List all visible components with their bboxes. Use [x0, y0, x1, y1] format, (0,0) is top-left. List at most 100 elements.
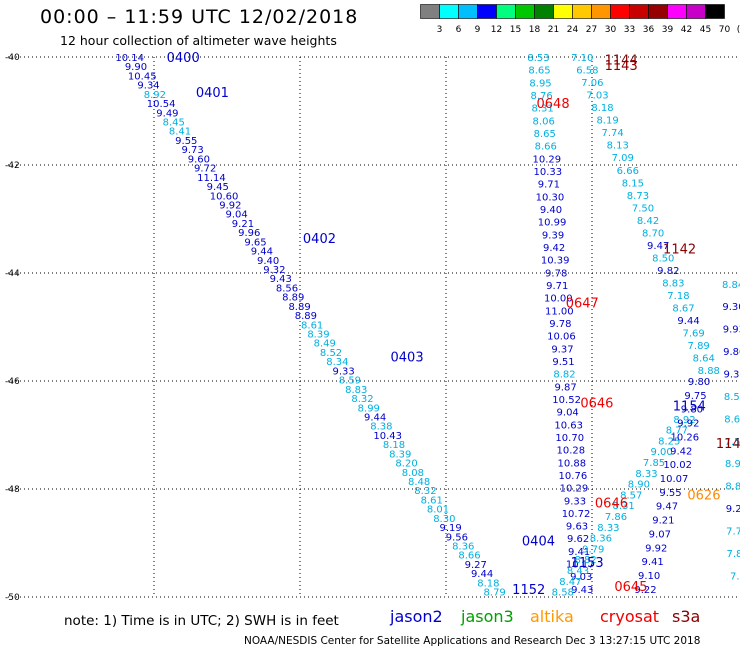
wave-height-value: 8.99	[358, 403, 380, 414]
wave-height-value: 9.87	[554, 382, 576, 393]
wave-height-value: 9.44	[471, 569, 493, 580]
wave-height-value: 10.28	[556, 446, 585, 457]
wave-height-value: 7.6	[730, 571, 740, 582]
wave-height-value: 8.39	[389, 449, 411, 460]
wave-height-value: 9.32	[263, 265, 285, 276]
wave-height-value: 9.30	[722, 302, 740, 313]
lat-tick-label: -48	[5, 485, 20, 495]
wave-height-value: 8.53	[527, 53, 549, 64]
wave-height-value: 10.70	[555, 433, 584, 444]
wave-height-value: 9.49	[156, 108, 178, 119]
wave-height-value: 6.58	[576, 66, 598, 77]
wave-height-value: 7.09	[612, 153, 634, 164]
wave-height-value: 9.55	[659, 488, 681, 499]
colorbar-label: 21	[548, 25, 559, 35]
wave-height-value: 10.60	[210, 191, 239, 202]
wave-height-value: 9.51	[552, 357, 574, 368]
wave-height-value: 8.65	[534, 129, 556, 140]
wave-height-value: 8.18	[591, 103, 613, 114]
wave-height-value: 10.72	[562, 509, 591, 520]
pass-time-label: 0646	[580, 397, 613, 412]
wave-height-value: 9.34	[137, 81, 159, 92]
colorbar-label: 24	[567, 25, 579, 35]
wave-height-value: 10.00	[544, 294, 573, 305]
wave-height-value: 8.65	[528, 66, 550, 77]
lat-tick-label: -44	[5, 269, 20, 279]
wave-height-value: 9.63	[566, 522, 588, 533]
credit-line: NOAA/NESDIS Center for Satellite Applica…	[244, 635, 701, 647]
wave-height-value: 9.56	[446, 532, 468, 543]
wave-height-value: 9.92	[677, 419, 699, 430]
wave-height-value: 8.64	[693, 354, 715, 365]
wave-height-value: 7.03	[586, 91, 608, 102]
wave-height-value: 7.10	[571, 53, 593, 64]
wave-height-value: 10.06	[547, 332, 576, 343]
wave-height-value: 9.04	[226, 210, 248, 221]
wave-height-value: 9.10	[638, 571, 660, 582]
wave-height-value: 8.53	[724, 392, 740, 403]
wave-height-value: 8.48	[408, 477, 430, 488]
wave-height-value: 10.02	[663, 460, 692, 471]
wave-height-value: 8.82	[553, 370, 575, 381]
wave-height-value: 8.88	[725, 482, 740, 493]
wave-height-value: 8.52	[320, 348, 342, 359]
wave-height-value: 6.66	[617, 166, 639, 177]
lat-tick-label: -50	[5, 593, 20, 603]
colorbar-label: (ft)	[737, 25, 740, 35]
wave-height-value: 8.73	[627, 191, 649, 202]
wave-height-value: 9.33	[564, 496, 586, 507]
wave-height-value: 8.36	[590, 534, 612, 545]
lat-tick-label: -42	[5, 161, 20, 171]
wave-height-value: 8.32	[414, 486, 436, 497]
wave-height-value: 11.00	[545, 306, 574, 317]
wave-height-value: 9.21	[232, 219, 254, 230]
wave-height-value: 8.34	[326, 357, 348, 368]
wave-height-value: 10.99	[538, 218, 567, 229]
wave-height-value: 8.42	[637, 216, 659, 227]
wave-height-value: 8.25	[658, 436, 680, 447]
wave-height-value: 8.30	[433, 514, 455, 525]
wave-height-value: 8.83	[662, 279, 684, 290]
wave-height-value: 7.74	[602, 128, 624, 139]
wave-height-value: 7.06	[581, 78, 603, 89]
wave-height-value: 8.89	[288, 302, 310, 313]
wave-height-value: 9.73	[181, 145, 203, 156]
wave-height-value: 10.45	[128, 71, 157, 82]
pass-time-label: 0648	[537, 97, 570, 112]
pass-time-label: 1154	[673, 399, 706, 414]
wave-height-value: 8.70	[642, 228, 664, 239]
wave-height-value: 8.08	[402, 468, 424, 479]
wave-height-value: 8.79	[484, 588, 506, 599]
wave-height-value: 10.29	[560, 484, 589, 495]
wave-height-value: 8.84	[722, 280, 740, 291]
wave-height-value: 8.76	[530, 91, 552, 102]
wave-height-value: 9.44	[677, 316, 699, 327]
wave-height-value: 8.19	[596, 116, 618, 127]
wave-height-value: 8.20	[395, 459, 417, 470]
wave-height-value: 9.40	[540, 205, 562, 216]
wave-height-value: 8.67	[672, 304, 694, 315]
wave-height-value: 9.80	[723, 347, 740, 358]
pass-time-label: 0645	[614, 580, 647, 595]
colorbar-swatch	[705, 4, 725, 19]
wave-height-value: 7.59	[725, 437, 740, 448]
wave-height-value: 8.66	[458, 551, 480, 562]
wave-height-value: 9.47	[647, 241, 669, 252]
satellite-legend-s3a: s3a	[672, 607, 701, 626]
wave-height-value: 8.18	[383, 440, 405, 451]
wave-height-value: 9.43	[270, 274, 292, 285]
wave-height-value: 8.31	[613, 501, 635, 512]
pass-time-label: 1153	[571, 556, 604, 571]
colorbar-label: 70	[719, 25, 731, 35]
wave-height-value: 9.40	[257, 256, 279, 267]
wave-height-value: 10.88	[558, 458, 587, 469]
wave-height-value: 8.88	[698, 366, 720, 377]
wave-height-value: 8.77	[666, 426, 688, 437]
wave-height-value: 9.71	[546, 281, 568, 292]
wave-height-value: 8.66	[535, 142, 557, 153]
pass-time-label: 1142	[663, 243, 696, 258]
wave-height-value: 10.07	[660, 474, 689, 485]
wave-height-value: 9.60	[188, 154, 210, 165]
colorbar-label: 12	[491, 25, 502, 35]
pass-time-label: 114	[716, 437, 740, 452]
